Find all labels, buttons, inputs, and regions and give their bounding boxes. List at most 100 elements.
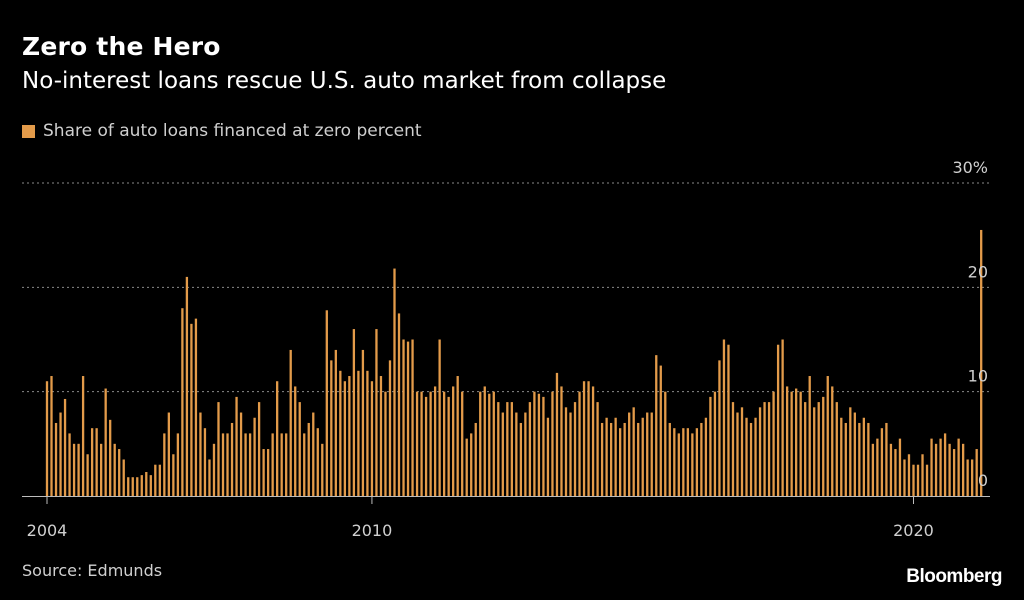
bar [217,402,220,496]
bar [510,402,513,496]
bar [713,391,717,496]
bar [176,433,180,496]
x-tick-label: 2010 [352,521,393,540]
bar [285,433,288,496]
bar [100,443,103,496]
bar [289,349,292,496]
bar [131,477,134,496]
bar [348,376,351,496]
bar [546,417,550,496]
bar [379,376,383,496]
bar [357,370,360,496]
bar [361,349,365,496]
source-note: Source: Edmunds [22,561,163,580]
bar [235,396,238,496]
bar [637,422,640,496]
bar [686,428,689,496]
bar [86,454,89,496]
bar [831,386,834,496]
bar [420,391,423,496]
bar [808,376,811,496]
bar [623,422,626,496]
bar [388,360,392,496]
bar [316,428,319,496]
bar [113,443,116,496]
bar [758,407,762,496]
bar [564,407,568,496]
bar [930,438,933,496]
bar [673,428,676,496]
bar [118,449,121,496]
y-tick-label: 30% [952,158,988,177]
bar [172,454,175,496]
bar [718,360,721,496]
bar [95,428,98,496]
bar [429,391,432,496]
bar [59,412,62,496]
bar [709,396,712,496]
bar [880,428,884,496]
bar [447,396,450,496]
bar [239,412,243,496]
bar [885,422,888,496]
bar [303,433,306,496]
bar [925,464,929,496]
bar [140,475,143,496]
bar [736,412,739,496]
bar [312,412,315,496]
bar [203,428,207,496]
bar [817,402,820,496]
bar [632,407,635,496]
bar [375,329,378,496]
bar [961,443,965,496]
bar [844,422,847,496]
bar [438,339,441,496]
bar [393,268,396,496]
bar [785,386,789,496]
bar [555,372,559,496]
bar [109,419,112,496]
bar [334,349,337,496]
bar [339,370,342,496]
bar [619,428,622,496]
bar [799,391,802,496]
x-tick-label: 2020 [893,521,934,540]
bar [90,428,94,496]
bar [722,339,726,496]
bar [907,454,911,496]
bar [253,417,256,496]
bar [474,422,477,496]
bar [804,402,807,496]
bar [867,422,870,496]
bar [943,433,947,496]
bar [862,417,865,496]
bar [54,422,58,496]
bar [433,386,437,496]
bar [731,402,735,496]
bar [528,402,532,496]
bar [149,475,152,496]
bar [68,433,71,496]
bar [497,402,500,496]
bar [903,459,906,496]
bar [442,391,446,496]
bar [876,438,879,496]
bar [533,391,536,496]
bar [230,422,234,496]
bar [145,472,148,496]
bar [212,443,216,496]
bar [952,449,956,496]
bar [127,477,130,496]
bar [226,433,229,496]
bar [826,376,829,496]
y-tick-label: 20 [968,262,988,281]
bar [646,412,649,496]
bar [63,398,67,496]
bar [321,443,324,496]
bar [858,422,861,496]
bar [488,393,491,496]
bloomberg-logo: Bloomberg [906,566,1002,587]
bar [384,391,387,496]
bar [276,381,279,496]
chart-title: Zero the Hero [22,32,221,61]
